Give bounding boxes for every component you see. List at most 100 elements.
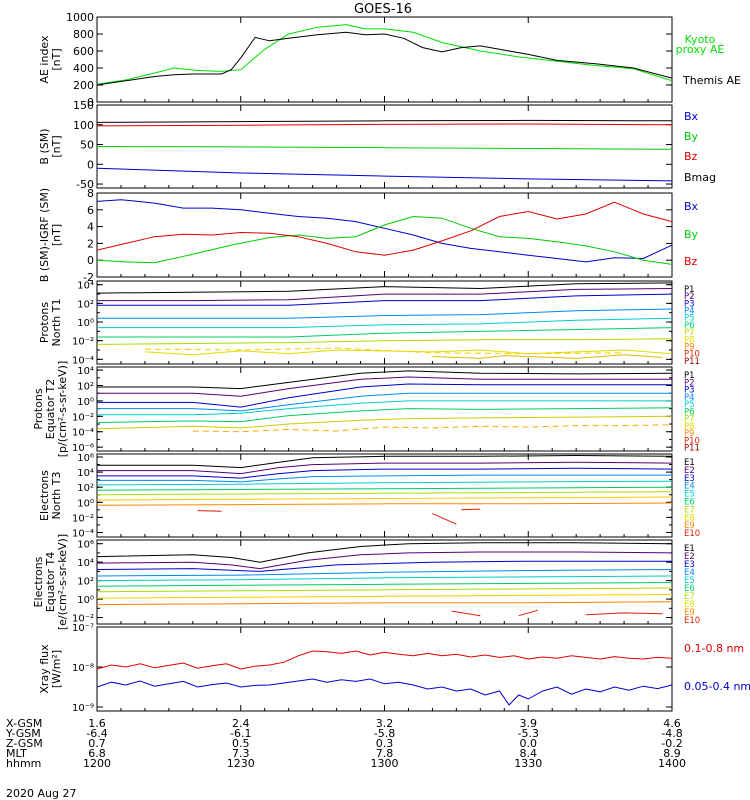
series-group	[97, 282, 672, 359]
series-line	[97, 167, 672, 182]
y-tick-label: 10²	[77, 299, 94, 310]
y-tick-label: 10⁻²	[72, 337, 94, 348]
legend-entry: P6	[684, 407, 695, 417]
y-tick-label: 10²	[77, 577, 94, 588]
series-line	[197, 510, 222, 512]
legend-entry: P6	[684, 321, 695, 331]
y-axis-label: Protons	[32, 388, 45, 429]
orbit-value: 1230	[227, 757, 255, 770]
series-line	[585, 612, 663, 616]
panel-ee: 10⁻² 10⁰ 10² 10⁴ 10⁶ Electrons Equator T4 [e/(c…	[32, 534, 700, 630]
orbit-value: 7.3	[232, 747, 250, 760]
series-line	[97, 215, 672, 265]
y-tick-label: 200	[73, 79, 94, 92]
series-line	[97, 383, 672, 408]
legend-entry: P3	[684, 386, 695, 396]
legend-entry: E9	[684, 521, 695, 531]
legend-entry: E9	[684, 608, 695, 618]
legend-entry: P11	[684, 357, 700, 367]
legend-entry: P10	[684, 436, 700, 446]
orbit-value: 3.2	[376, 717, 394, 730]
y-axis-label: [e/(cm²-s-sr-keV)]	[56, 534, 69, 630]
y-tick-label: 4	[87, 221, 94, 234]
series-line	[97, 288, 672, 302]
orbit-value: -0.2	[661, 737, 682, 750]
series-group	[97, 650, 672, 706]
y-tick-label: 0	[87, 158, 94, 171]
legend-entry: 0.1-0.8 nm	[684, 642, 744, 655]
y-tick-label: 10⁰	[77, 397, 94, 408]
y-tick-label: 0	[87, 254, 94, 267]
series-line	[97, 24, 672, 85]
legend-entry: Kyoto	[685, 33, 716, 46]
legend-entry: E1	[684, 544, 695, 554]
orbit-row-label: hhmm	[6, 757, 41, 770]
series-group	[97, 119, 672, 182]
legend-entry: P2	[684, 378, 695, 388]
legend-entry: E7	[684, 592, 695, 602]
orbit-value: 8.4	[520, 747, 538, 760]
panel-pe: 10⁻⁶ 10⁻⁴ 10⁻² 10⁰ 10² 10⁴ Protons Equator T2 [p…	[32, 361, 700, 458]
y-tick-label: 8	[87, 187, 94, 200]
orbit-value: -5.8	[374, 727, 395, 740]
series-line	[97, 146, 672, 150]
series-line	[97, 376, 672, 397]
orbit-value: 0.3	[376, 737, 394, 750]
panel-frame	[96, 453, 673, 538]
series-line	[97, 317, 672, 329]
series-group	[97, 542, 672, 617]
legend-entry: E7	[684, 505, 695, 515]
legend-entry: P5	[684, 314, 695, 324]
y-tick-label: 10⁰	[77, 595, 94, 606]
y-tick-label: 600	[73, 45, 94, 58]
orbit-value: 2.4	[232, 717, 250, 730]
series-line	[97, 370, 672, 390]
series-line	[461, 508, 481, 511]
legend-entry: P8	[684, 422, 695, 432]
orbit-value: 8.9	[663, 747, 681, 760]
series-line	[97, 461, 672, 475]
series-line	[97, 486, 672, 491]
y-axis-label: Electrons	[32, 556, 45, 607]
y-axis-label: Protons	[38, 302, 51, 343]
y-tick-label: 10⁶	[77, 540, 94, 551]
legend-entry: E10	[684, 529, 700, 539]
panel-xray: 10⁻⁹ 10⁻⁸ 10⁻⁷ Xray flux [W/m²] 0.1-0.8 nm 0.0…	[38, 623, 750, 714]
y-axis-label: Equator T2	[44, 379, 57, 439]
orbit-value: 0.0	[520, 737, 538, 750]
y-tick-label: 10⁻⁴	[72, 355, 94, 366]
orbit-footer: 2020 Aug 27 X-GSMY-GSMZ-GSMMLThhmm1.6-6.…	[5, 717, 686, 800]
panel-pn: 10⁻⁴ 10⁻² 10⁰ 10² 10⁴ Protons North T1 P1P2P3P4…	[38, 280, 700, 367]
legend-entry: E2	[684, 466, 695, 476]
y-tick-label: 10⁻⁴	[72, 528, 94, 539]
orbit-value: 1.6	[88, 717, 106, 730]
series-line	[97, 467, 672, 479]
legend-entry: 0.05-0.4 nm	[684, 680, 750, 693]
orbit-row-label: Y-GSM	[5, 727, 41, 740]
y-axis-label: North T1	[50, 299, 63, 347]
orbit-value: 1200	[83, 757, 111, 770]
y-axis-label: B (SM)-IGRF (SM)	[38, 188, 51, 282]
panel-bsm: -50 0 50 100 150 B (SM) [nT] Bx By Bz Bmag	[38, 99, 716, 191]
legend-entry: Bz	[684, 150, 698, 163]
orbit-value: -6.4	[86, 727, 107, 740]
y-tick-label: 10⁻⁴	[72, 428, 94, 439]
y-axis-label: B (SM)	[38, 128, 51, 164]
legend-entry: Themis AE	[682, 74, 741, 87]
legend-entry: P4	[684, 307, 695, 317]
legend-entry: P1	[684, 371, 695, 381]
y-tick-label: 100	[73, 119, 94, 132]
chart-title: GOES-16	[354, 2, 412, 17]
legend-entry: E2	[684, 552, 695, 562]
legend-entry: P9	[684, 429, 695, 439]
legend-entry: E8	[684, 513, 695, 523]
y-tick-label: 10⁴	[77, 468, 94, 479]
legend-entry: E5	[684, 490, 695, 500]
y-tick-label: 10⁻⁸	[72, 663, 94, 674]
legend-entry: E1	[684, 458, 695, 468]
